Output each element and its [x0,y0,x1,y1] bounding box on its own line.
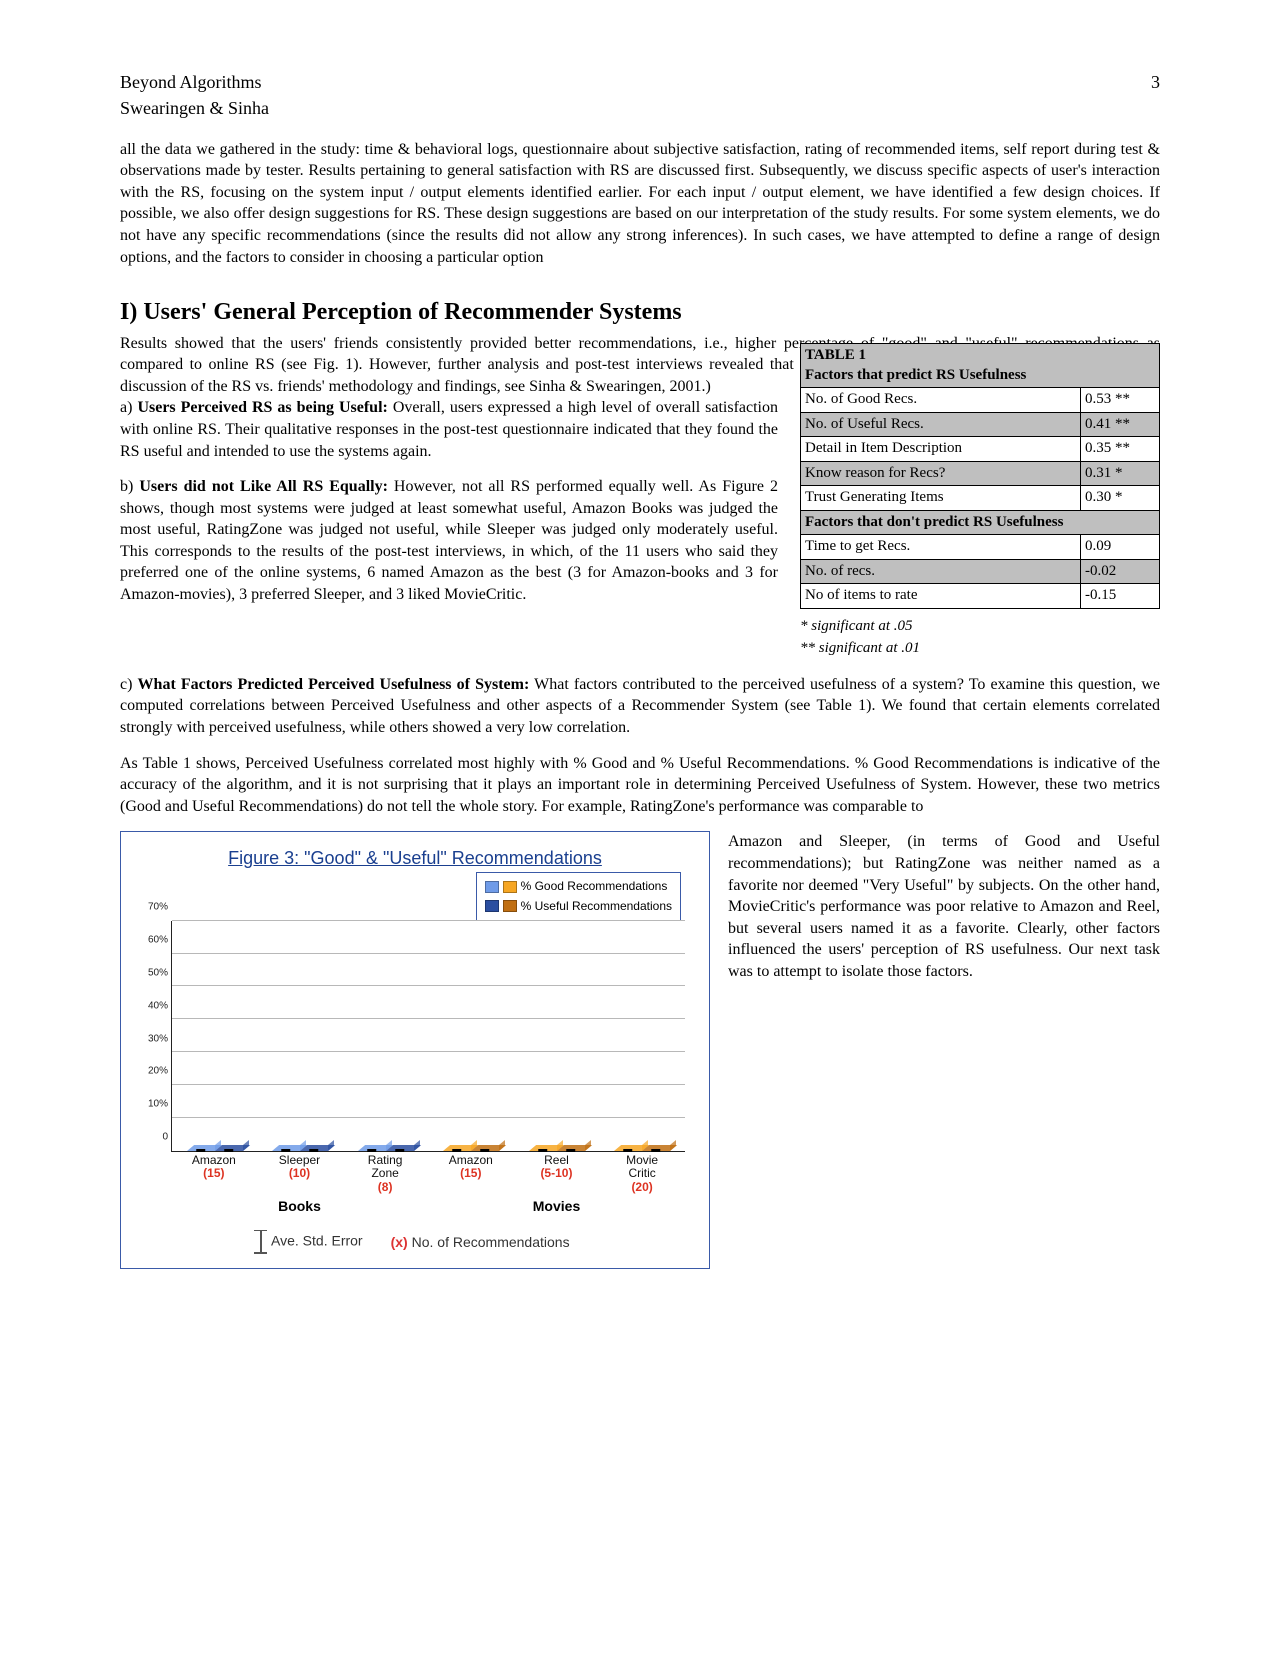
table-row: Detail in Item Description0.35 ** [801,437,1160,462]
factor-cell: No. of Useful Recs. [801,412,1081,437]
sub-c-bold: What Factors Predicted Perceived Usefuln… [138,676,530,693]
x-category-label: MovieCritic(20) [607,1154,677,1195]
swatch-useful-movies-icon [503,900,517,912]
left-text-column: a) Users Perceived RS as being Useful: O… [120,337,778,605]
table1-title: TABLE 1 Factors that predict RS Usefulne… [801,344,1160,388]
running-title: Beyond Algorithms [120,70,262,94]
two-column-region: a) Users Perceived RS as being Useful: O… [120,337,1160,660]
swatch-good-movies-icon [503,881,517,893]
err-legend-label: Ave. Std. Error [271,1233,363,1249]
y-tick-label: 50% [138,966,168,980]
legend-good: % Good Recommendations [485,877,672,896]
running-header: Beyond Algorithms 3 [120,70,1160,94]
figure3-x-labels: Amazon(15) Sleeper(10) RatingZone(8) Amazon… [171,1154,685,1195]
domain-movies: Movies [428,1197,685,1216]
value-cell: 0.53 ** [1081,388,1160,413]
domain-books: Books [171,1197,428,1216]
y-tick-label: 70% [138,900,168,914]
significance-notes: * significant at .05 ** significant at .… [800,615,1160,660]
value-cell: 0.09 [1081,535,1160,560]
sub-a-label: a) [120,399,137,416]
sub-para-b: b) Users did not Like All RS Equally: Ho… [120,476,778,606]
value-cell: -0.15 [1081,584,1160,609]
x-category-label: Sleeper(10) [264,1154,334,1195]
figure3-chart-area: 010%20%30%40%50%60%70% [171,921,685,1152]
sig-note-1: * significant at .05 [800,615,1160,638]
factor-cell: No of items to rate [801,584,1081,609]
sub-para-c: c) What Factors Predicted Perceived Usef… [120,674,1160,739]
running-authors: Swearingen & Sinha [120,96,1160,120]
sig-note-2: ** significant at .01 [800,637,1160,660]
factor-cell: Detail in Item Description [801,437,1081,462]
sub-a-bold: Users Perceived RS as being Useful: [137,399,387,416]
figure3-title: Figure 3: "Good" & "Useful" Recommendati… [135,846,695,870]
figure-row: Figure 3: "Good" & "Useful" Recommendati… [120,831,1160,1269]
factor-cell: Trust Generating Items [801,486,1081,511]
recs-legend-symbol: (x) [391,1234,408,1250]
gridline [172,920,685,921]
swatch-good-books-icon [485,881,499,893]
table1-container: TABLE 1 Factors that predict RS Usefulne… [800,337,1160,660]
section-heading: I) Users' General Perception of Recommen… [120,296,1160,328]
intro-paragraph: all the data we gathered in the study: t… [120,139,1160,269]
legend-useful: % Useful Recommendations [485,897,672,916]
table-row: No. of recs.-0.02 [801,559,1160,584]
table-row: No. of Useful Recs.0.41 ** [801,412,1160,437]
figure3-box: Figure 3: "Good" & "Useful" Recommendati… [120,831,710,1269]
legend-good-label: % Good Recommendations [521,877,668,896]
value-cell: -0.02 [1081,559,1160,584]
x-category-label: Amazon(15) [436,1154,506,1195]
figure-side-paragraph: Amazon and Sleeper, (in terms of Good an… [728,831,1160,982]
table-row: Know reason for Recs?0.31 * [801,461,1160,486]
factor-cell: No. of Good Recs. [801,388,1081,413]
figure3-domain-labels: Books Movies [171,1197,685,1216]
gridline [172,985,685,986]
para-after-c: As Table 1 shows, Perceived Usefulness c… [120,753,1160,818]
table1: TABLE 1 Factors that predict RS Usefulne… [800,343,1160,609]
table-row: No. of Good Recs.0.53 ** [801,388,1160,413]
y-tick-label: 40% [138,999,168,1013]
table-row: Trust Generating Items0.30 * [801,486,1160,511]
figure3-bottom-legend: Ave. Std. Error (x) No. of Recommendatio… [135,1230,695,1254]
x-category-label: RatingZone(8) [350,1154,420,1195]
error-bar-icon [260,1230,262,1254]
gridline [172,1018,685,1019]
recs-legend-label: No. of Recommendations [412,1234,570,1250]
factor-cell: Time to get Recs. [801,535,1081,560]
x-category-label: Reel(5-10) [521,1154,591,1195]
table-row: Time to get Recs.0.09 [801,535,1160,560]
value-cell: 0.30 * [1081,486,1160,511]
x-category-label: Amazon(15) [179,1154,249,1195]
gridline [172,953,685,954]
sub-c-label: c) [120,676,138,693]
y-tick-label: 0 [138,1130,168,1144]
legend-useful-label: % Useful Recommendations [521,897,672,916]
table-row: No of items to rate-0.15 [801,584,1160,609]
recs-legend: (x) No. of Recommendations [391,1233,570,1252]
sub-b-text: However, not all RS performed equally we… [120,478,778,603]
factor-cell: Know reason for Recs? [801,461,1081,486]
page-number: 3 [1151,70,1160,94]
table1-title-line2: Factors that predict RS Usefulness [805,367,1026,383]
y-tick-label: 20% [138,1065,168,1079]
table1-subhead: Factors that don't predict RS Usefulness [801,510,1160,535]
gridline [172,1051,685,1052]
gridline [172,1117,685,1118]
value-cell: 0.35 ** [1081,437,1160,462]
value-cell: 0.41 ** [1081,412,1160,437]
y-tick-label: 30% [138,1032,168,1046]
figure3-legend: % Good Recommendations % Useful Recommen… [476,872,681,920]
y-tick-label: 10% [138,1098,168,1112]
factor-cell: No. of recs. [801,559,1081,584]
sub-b-bold: Users did not Like All RS Equally: [139,478,388,495]
y-tick-label: 60% [138,933,168,947]
value-cell: 0.31 * [1081,461,1160,486]
swatch-useful-books-icon [485,900,499,912]
err-legend: Ave. Std. Error [260,1230,362,1254]
sub-b-label: b) [120,478,139,495]
gridline [172,1084,685,1085]
table1-title-line1: TABLE 1 [805,347,866,363]
sub-para-a: a) Users Perceived RS as being Useful: O… [120,397,778,462]
